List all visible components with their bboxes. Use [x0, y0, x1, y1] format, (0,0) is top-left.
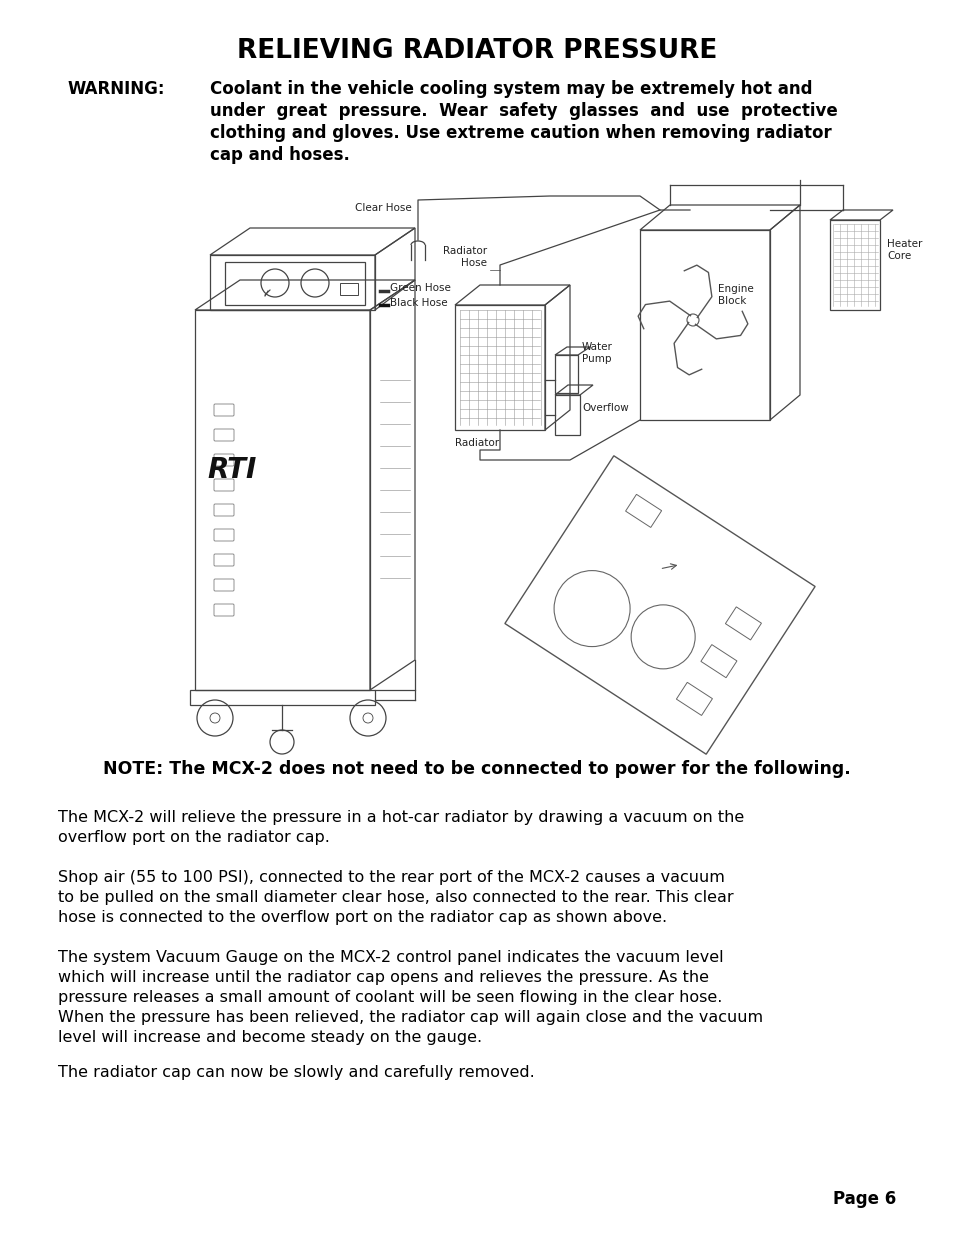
Text: The system Vacuum Gauge on the MCX-2 control panel indicates the vacuum level: The system Vacuum Gauge on the MCX-2 con…: [58, 950, 723, 965]
Text: which will increase until the radiator cap opens and relieves the pressure. As t: which will increase until the radiator c…: [58, 969, 708, 986]
Text: Radiator: Radiator: [455, 438, 498, 448]
Text: cap and hoses.: cap and hoses.: [210, 146, 350, 164]
Text: Water
Pump: Water Pump: [581, 342, 612, 364]
Text: Heater
Core: Heater Core: [886, 240, 922, 261]
Text: hose is connected to the overflow port on the radiator cap as shown above.: hose is connected to the overflow port o…: [58, 910, 666, 925]
Text: Shop air (55 to 100 PSI), connected to the rear port of the MCX-2 causes a vacuu: Shop air (55 to 100 PSI), connected to t…: [58, 869, 724, 885]
Text: WARNING:: WARNING:: [68, 80, 165, 98]
Text: clothing and gloves. Use extreme caution when removing radiator: clothing and gloves. Use extreme caution…: [210, 124, 831, 142]
Text: Coolant in the vehicle cooling system may be extremely hot and: Coolant in the vehicle cooling system ma…: [210, 80, 812, 98]
Text: The MCX-2 will relieve the pressure in a hot-car radiator by drawing a vacuum on: The MCX-2 will relieve the pressure in a…: [58, 810, 743, 825]
Text: to be pulled on the small diameter clear hose, also connected to the rear. This : to be pulled on the small diameter clear…: [58, 890, 733, 905]
Text: Page 6: Page 6: [832, 1191, 895, 1208]
Text: level will increase and become steady on the gauge.: level will increase and become steady on…: [58, 1030, 481, 1045]
Text: NOTE: The MCX-2 does not need to be connected to power for the following.: NOTE: The MCX-2 does not need to be conn…: [103, 760, 850, 778]
Text: Overflow: Overflow: [581, 403, 628, 412]
Text: When the pressure has been relieved, the radiator cap will again close and the v: When the pressure has been relieved, the…: [58, 1010, 762, 1025]
Text: RELIEVING RADIATOR PRESSURE: RELIEVING RADIATOR PRESSURE: [236, 38, 717, 64]
Text: under  great  pressure.  Wear  safety  glasses  and  use  protective: under great pressure. Wear safety glasse…: [210, 103, 837, 120]
Text: Black Hose: Black Hose: [390, 298, 447, 308]
Text: RTI: RTI: [207, 456, 256, 484]
Bar: [339, 283, 357, 295]
Text: Green Hose: Green Hose: [390, 283, 451, 293]
Text: Engine
Block: Engine Block: [718, 284, 753, 306]
Text: pressure releases a small amount of coolant will be seen flowing in the clear ho: pressure releases a small amount of cool…: [58, 990, 721, 1005]
Text: Radiator
Hose: Radiator Hose: [442, 246, 486, 268]
Text: overflow port on the radiator cap.: overflow port on the radiator cap.: [58, 830, 330, 845]
Text: Clear Hose: Clear Hose: [355, 203, 412, 212]
Text: The radiator cap can now be slowly and carefully removed.: The radiator cap can now be slowly and c…: [58, 1065, 535, 1079]
